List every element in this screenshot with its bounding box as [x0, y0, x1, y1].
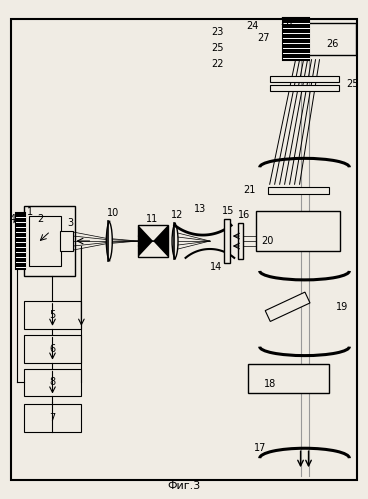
Text: 1: 1 [26, 207, 33, 217]
Text: 26: 26 [326, 39, 339, 49]
Text: 15: 15 [222, 206, 234, 216]
Text: 25: 25 [346, 79, 358, 89]
Text: 24: 24 [247, 21, 259, 31]
Polygon shape [153, 225, 168, 257]
Bar [270, 76, 339, 82]
Text: 10: 10 [107, 208, 119, 218]
Bar [24, 301, 81, 329]
Text: 14: 14 [210, 262, 222, 272]
Text: 22: 22 [212, 59, 224, 69]
Bar [268, 187, 329, 194]
Text: Фиг.3: Фиг.3 [167, 481, 201, 491]
Polygon shape [265, 292, 310, 321]
Text: 17: 17 [254, 443, 266, 453]
Bar [60, 231, 74, 251]
Bar [283, 18, 308, 60]
Bar [256, 211, 340, 251]
Bar [270, 85, 339, 91]
Text: 4: 4 [10, 214, 16, 224]
Bar [224, 219, 230, 263]
Text: 18: 18 [263, 379, 276, 390]
Text: 12: 12 [171, 210, 183, 220]
Text: 21: 21 [244, 185, 256, 195]
Text: 16: 16 [238, 210, 250, 220]
Text: 11: 11 [146, 214, 158, 224]
Bar [248, 364, 329, 393]
Text: 27: 27 [258, 33, 270, 43]
Text: 25: 25 [212, 43, 224, 53]
Bar [238, 223, 243, 259]
Text: 13: 13 [194, 204, 206, 214]
Text: 8: 8 [49, 378, 56, 388]
Text: 6: 6 [49, 344, 56, 354]
Text: 19: 19 [336, 302, 348, 312]
Polygon shape [138, 225, 153, 257]
Bar [24, 404, 81, 432]
Text: 2: 2 [38, 214, 44, 224]
Bar [24, 206, 75, 276]
Text: 23: 23 [212, 27, 224, 37]
Text: 5: 5 [49, 310, 56, 320]
Bar [15, 213, 25, 269]
Bar [24, 335, 81, 363]
Text: 3: 3 [67, 218, 74, 228]
Text: 20: 20 [262, 236, 274, 246]
Bar [138, 225, 168, 257]
Bar [29, 216, 61, 266]
Bar [307, 23, 356, 55]
Text: 28: 28 [280, 17, 293, 27]
Bar [24, 369, 81, 396]
Text: 7: 7 [49, 413, 56, 423]
